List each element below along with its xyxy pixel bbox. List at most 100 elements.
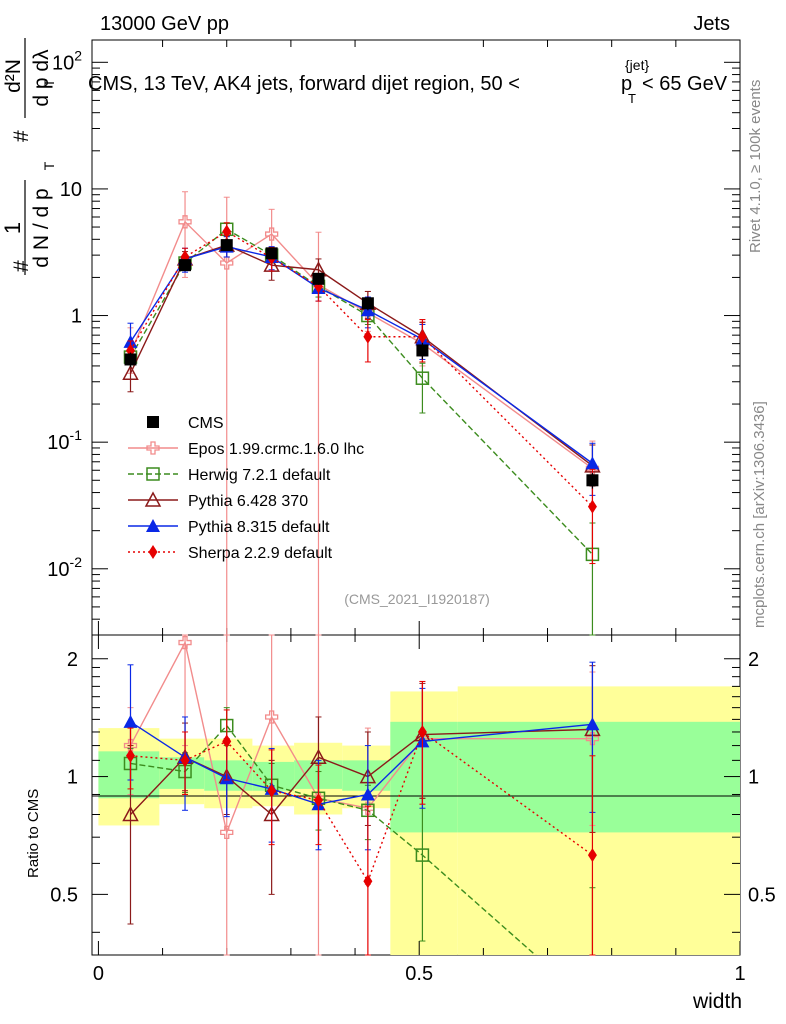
legend-item: CMS <box>147 415 224 432</box>
axes: 0 0.5 1 10-2 10-1 1 10 102 0.5 0.5 1 1 2 2 <box>47 40 776 985</box>
data-point <box>363 329 373 344</box>
legend-marker <box>146 441 160 455</box>
series-line <box>129 220 593 470</box>
legend-item: Sherpa 2.2.9 default <box>128 545 333 562</box>
legend: CMS Epos 1.99.crmc.1.6.0 lhc Herwig 7.2.1 … <box>128 415 364 562</box>
header-energy: 13000 GeV pp <box>100 13 229 35</box>
data-point <box>122 364 139 381</box>
legend-label: Pythia 8.315 default <box>188 519 330 536</box>
y-tick-label: 1 <box>71 306 82 328</box>
cms-data-point <box>416 344 429 357</box>
svg-text:d²N: d²N <box>2 59 25 93</box>
svg-text:T: T <box>41 161 57 170</box>
ratio-y-tick-label-right: 1 <box>748 767 759 789</box>
legend-label: Epos 1.99.crmc.1.6.0 lhc <box>188 441 364 458</box>
ratio-y-tick-label: 1 <box>67 767 78 789</box>
plot-title-end: < 65 GeV <box>642 73 728 95</box>
ratio-point <box>363 874 373 889</box>
svg-text:#: # <box>10 130 33 142</box>
data-point <box>417 329 427 344</box>
ratio-y-tick-label: 2 <box>67 649 78 671</box>
ratio-point <box>585 731 600 746</box>
svg-text:d p dλ: d p dλ <box>30 49 53 107</box>
ratio-point <box>264 710 279 724</box>
y-tick-label: 10 <box>60 179 82 201</box>
ratio-point <box>415 848 430 862</box>
ratio-y-tick-label-right: 2 <box>748 649 759 671</box>
y-tick-label: 10-2 <box>47 554 82 581</box>
ratio-series-4 <box>125 680 597 956</box>
ratio-y-tick-label: 0.5 <box>50 884 78 906</box>
plot-title-main: CMS, 13 TeV, AK4 jets, forward dijet reg… <box>88 73 520 95</box>
legend-marker <box>146 519 160 532</box>
legend-label: Herwig 7.2.1 default <box>188 467 331 484</box>
x-tick-label: 0 <box>93 963 104 985</box>
data-point <box>220 256 234 270</box>
legend-marker <box>148 545 158 559</box>
cms-data-point <box>124 353 137 366</box>
ratio-uncertainty-bands <box>98 686 740 955</box>
analysis-tag: (CMS_2021_I1920187) <box>344 591 490 607</box>
svg-text:#: # <box>10 260 33 272</box>
data-point <box>178 215 192 229</box>
x-tick-label: 0.5 <box>405 963 433 985</box>
ratio-line <box>130 730 593 883</box>
series-0 <box>123 191 600 636</box>
main-y-axis-label: # 1 d N / d p T # d²N d p dλ T <box>0 38 57 275</box>
main-series-group <box>122 191 601 636</box>
data-point <box>264 227 279 241</box>
cms-data-point <box>586 474 599 487</box>
cms-data-point <box>220 239 233 252</box>
cms-data-point <box>265 247 278 260</box>
legend-marker <box>147 416 159 428</box>
legend-label: Pythia 6.428 370 <box>188 493 308 510</box>
ratio-point <box>122 805 139 822</box>
data-point <box>585 456 600 470</box>
series-cms <box>124 239 599 489</box>
ratio-point <box>123 714 138 728</box>
legend-item: Pythia 6.428 370 <box>128 491 308 510</box>
ratio-point <box>123 738 138 753</box>
ratio-y-tick-label-right: 0.5 <box>748 884 776 906</box>
mcplots-url-label: mcplots.cern.ch [arXiv:1306.3436] <box>751 401 768 628</box>
ratio-point <box>267 783 277 798</box>
data-point <box>222 224 232 239</box>
legend-item: Herwig 7.2.1 default <box>128 467 331 484</box>
cms-data-point <box>179 259 192 272</box>
legend-label: Sherpa 2.2.9 default <box>188 545 333 562</box>
ratio-point <box>417 724 427 739</box>
ratio-point <box>125 748 135 763</box>
cms-data-point <box>361 297 374 310</box>
series-4 <box>125 222 597 565</box>
ratio-line <box>130 721 593 805</box>
svg-text:1: 1 <box>0 222 25 234</box>
ratio-y-axis-label: Ratio to CMS <box>25 789 42 878</box>
ratio-point <box>222 734 232 749</box>
ratio-point <box>180 753 190 768</box>
data-point <box>415 371 430 385</box>
ratio-point <box>587 848 597 863</box>
ratio-point <box>178 635 192 650</box>
ratio-point <box>220 825 234 840</box>
data-point <box>587 499 597 514</box>
ratio-series-group <box>122 634 601 956</box>
y-tick-label: 102 <box>52 47 82 74</box>
legend-item: Pythia 8.315 default <box>128 519 330 536</box>
ratio-point <box>313 793 323 808</box>
plot-title-sup: {jet} <box>625 57 649 73</box>
plot-title: CMS, 13 TeV, AK4 jets, forward dijet reg… <box>88 57 728 106</box>
series-line <box>129 230 593 508</box>
series-line <box>129 244 593 467</box>
ratio-point <box>360 787 375 801</box>
x-axis-label: width <box>692 990 742 1013</box>
plot-title-p: p <box>621 73 632 95</box>
header-jets: Jets <box>693 13 730 35</box>
rivet-version-label: Rivet 4.1.0, ≥ 100k events <box>747 80 764 253</box>
y-tick-label: 10-1 <box>47 427 82 454</box>
svg-text:d N / d p: d N / d p <box>30 188 53 267</box>
legend-marker <box>144 491 162 507</box>
plot-title-sub: T <box>628 91 636 106</box>
x-tick-label: 1 <box>734 963 745 985</box>
legend-label: CMS <box>188 415 224 432</box>
